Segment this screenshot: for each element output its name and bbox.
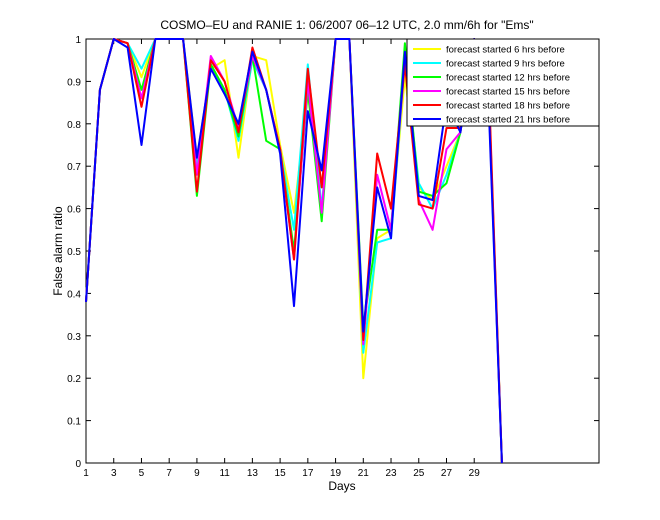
series-line-5 — [85, 38, 503, 464]
legend-label-3: forecast started 15 hrs before — [446, 87, 570, 98]
x-tick-label: 13 — [247, 468, 259, 479]
x-tick-label: 15 — [275, 468, 287, 479]
x-tick-label: 5 — [139, 468, 145, 479]
chart-title: COSMO–EU and RANIE 1: 06/2007 06–12 UTC,… — [160, 18, 533, 32]
y-axis-label: False alarm ratio — [51, 206, 65, 296]
x-tick-label: 7 — [166, 468, 172, 479]
legend-label-2: forecast started 12 hrs before — [446, 73, 570, 84]
y-tick-label: 0.5 — [67, 247, 81, 258]
y-tick-label: 1 — [75, 35, 81, 46]
x-tick-label: 19 — [330, 468, 342, 479]
legend-box — [406, 38, 600, 127]
y-tick-label: 0.3 — [67, 332, 81, 343]
legend-label-0: forecast started 6 hrs before — [446, 45, 565, 56]
y-tick-label: 0.4 — [67, 289, 81, 300]
x-tick-label: 23 — [385, 468, 397, 479]
y-tick-label: 0.2 — [67, 374, 81, 385]
x-tick-label: 3 — [111, 468, 117, 479]
y-tick-label: 0.1 — [67, 417, 81, 428]
y-tick-label: 0.8 — [67, 120, 81, 131]
x-tick-label: 11 — [219, 468, 230, 479]
x-tick-label: 9 — [194, 468, 200, 479]
legend-label-4: forecast started 18 hrs before — [446, 101, 570, 112]
legend-label-1: forecast started 9 hrs before — [446, 59, 565, 70]
legend-label-5: forecast started 21 hrs before — [446, 115, 570, 126]
x-tick-label: 25 — [413, 468, 425, 479]
y-tick-label: 0.9 — [67, 77, 81, 88]
y-tick-label: 0 — [75, 459, 81, 470]
x-tick-label: 29 — [469, 468, 481, 479]
x-tick-label: 1 — [83, 468, 89, 479]
x-axis-label: Days — [328, 479, 355, 493]
y-tick-label: 0.7 — [67, 162, 81, 173]
x-tick-label: 17 — [302, 468, 314, 479]
y-tick-label: 0.6 — [67, 205, 81, 216]
x-tick-label: 27 — [441, 468, 453, 479]
x-tick-label: 21 — [358, 468, 370, 479]
